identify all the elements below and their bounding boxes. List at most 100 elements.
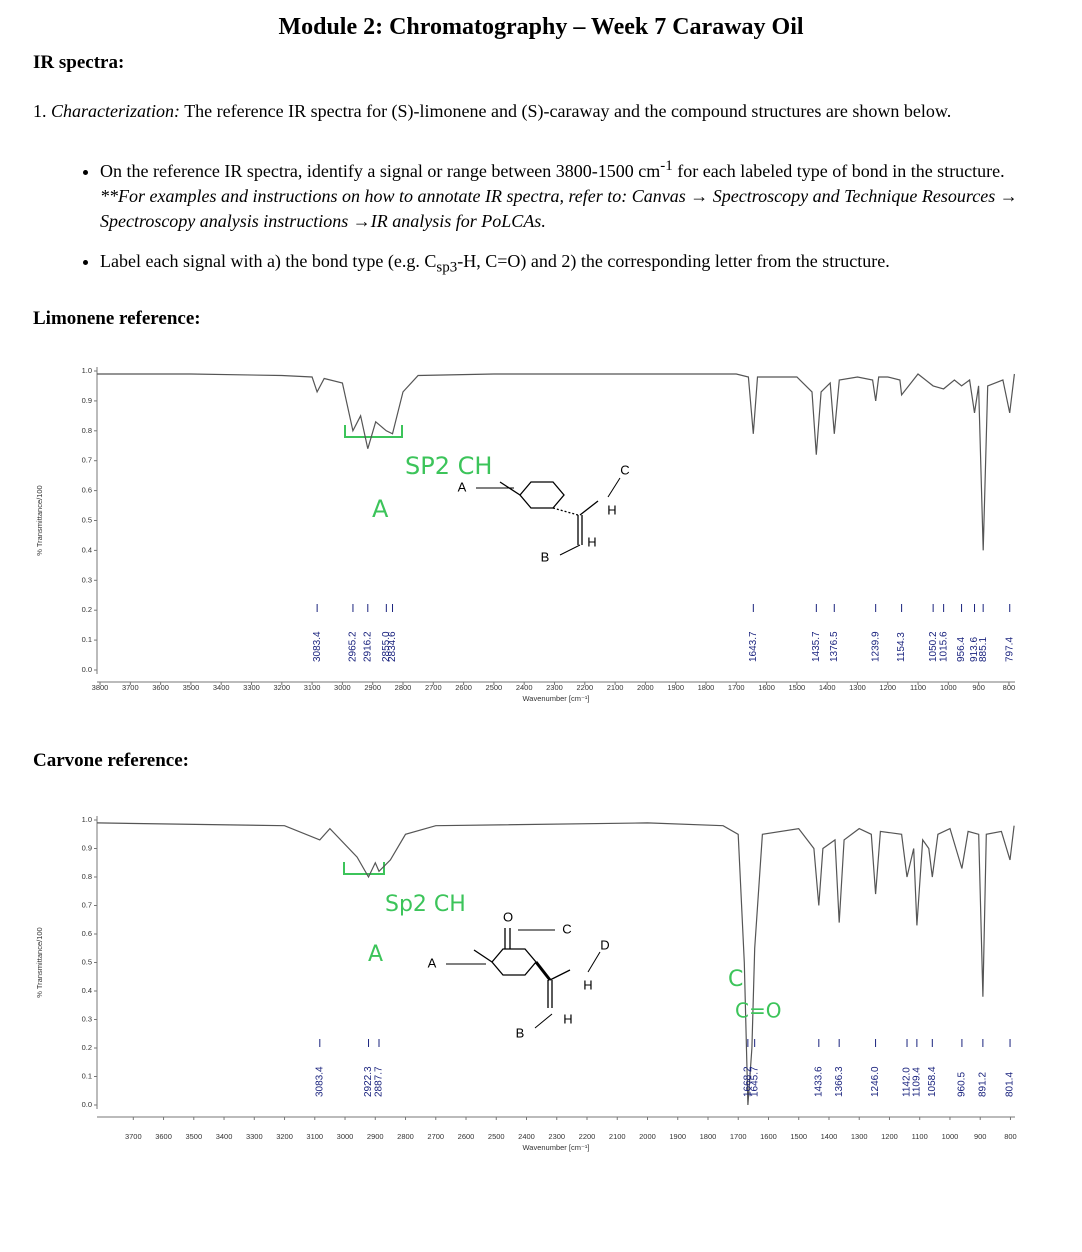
peak-label: 913.6 (969, 637, 980, 662)
y-tick-label: 0.6 (82, 486, 92, 495)
handwritten-annotation: A (372, 495, 389, 523)
peak-label: 956.4 (956, 637, 967, 662)
question: 1. Characterization: The reference IR sp… (33, 100, 1033, 123)
y-tick-label: 0.4 (82, 545, 92, 554)
bullet-sub: sp3 (436, 259, 458, 276)
peak-label: 2834.6 (387, 631, 398, 662)
handwritten-annotation: SP2 CH (405, 452, 492, 480)
handwritten-annotation: C=O (735, 999, 781, 1023)
x-tick-label: 2200 (576, 683, 593, 692)
y-tick-label: 0.9 (82, 396, 92, 405)
x-tick-label: 3600 (155, 1132, 172, 1141)
x-tick-label: 1100 (910, 683, 926, 692)
structure-label: H (583, 977, 592, 992)
bullet-note: **For examples and instructions on how t… (100, 186, 1018, 231)
handwritten-annotation: A (368, 942, 383, 967)
peak-label: 1154.3 (896, 632, 907, 662)
x-tick-label: 2500 (488, 1132, 505, 1141)
y-tick-label: 0.3 (82, 1014, 92, 1023)
title: Module 2: Chromatography – Week 7 Carawa… (278, 14, 804, 40)
spectrum-chart: 0.0 0.1 0.2 0.3 0.4 0.5 0.6 0.7 0.8 0.9 1.0 3800 370… (35, 366, 1016, 703)
spectrum-chart: 0.0 0.1 0.2 0.3 0.4 0.5 0.6 0.7 0.8 0.9 1.0 3700 360… (35, 815, 1017, 1152)
x-tick-label: 1300 (849, 683, 866, 692)
x-axis-label: Wavenumber [cm⁻¹] (522, 694, 589, 703)
x-tick-label: 2200 (579, 1132, 596, 1141)
bullet-text: -H, C=O) and 2) the corresponding letter… (457, 251, 890, 271)
x-axis-label: Wavenumber [cm⁻¹] (522, 1143, 589, 1152)
peak-label: 2855.0 (381, 631, 392, 662)
x-tick-label: 1800 (698, 683, 715, 692)
x-tick-label: 2500 (486, 683, 503, 692)
bracket (344, 425, 403, 438)
y-tick-label: 1.0 (82, 366, 92, 375)
structure-label: B (516, 1025, 525, 1040)
bullet-list: On the reference IR spectra, identify a … (60, 154, 1050, 296)
bullet-sup: -1 (660, 158, 673, 174)
peak-label: 1435.7 (811, 631, 822, 662)
x-tick-label: 3500 (183, 683, 200, 692)
peak-label: 1668.2 (742, 1066, 753, 1097)
peak-label: 797.4 (1004, 637, 1015, 662)
peak-label: 1050.2 (928, 631, 939, 662)
x-tick-label: 1600 (760, 1132, 777, 1141)
arrows (476, 477, 621, 556)
x-tick-label: 2700 (425, 683, 442, 692)
structure (473, 928, 571, 1008)
x-tick-label: 2600 (458, 1132, 475, 1141)
x-tick-label: 3500 (185, 1132, 202, 1141)
y-tick-label: 0.6 (82, 929, 92, 938)
x-tick-label: 800 (1003, 683, 1016, 692)
y-tick-label: 0.0 (82, 665, 92, 674)
section-heading: Limonene reference: (33, 308, 201, 329)
structure (499, 481, 599, 545)
peak-label: 1433.6 (813, 1066, 824, 1097)
x-tick-label: 2100 (607, 683, 624, 692)
x-tick-label: 1700 (730, 1132, 747, 1141)
peak-label: 1239.9 (870, 631, 881, 662)
x-tick-label: 3200 (273, 683, 290, 692)
x-tick-label: 2700 (427, 1132, 444, 1141)
y-tick-label: 0.8 (82, 426, 92, 435)
x-tick-label: 3000 (334, 683, 351, 692)
bullet-text: for each labeled type of bond in the str… (677, 161, 1005, 181)
spectrum-line (97, 373, 1015, 551)
q-text: The reference IR spectra for (S)-limonen… (184, 101, 952, 121)
handwritten-annotation: C (728, 967, 743, 992)
y-axis-label: % Transmittance/100 (35, 485, 44, 555)
x-tick-label: 3400 (216, 1132, 233, 1141)
structure-label: C (562, 921, 571, 936)
x-tick-label: 3300 (246, 1132, 263, 1141)
x-tick-label: 3200 (276, 1132, 293, 1141)
handwritten-annotation: Sp2 CH (385, 892, 466, 917)
peak-label: 1142.0 (902, 1067, 913, 1097)
x-tick-label: 1400 (821, 1132, 838, 1141)
peak-label: 1366.3 (834, 1066, 845, 1097)
x-tick-label: 2300 (548, 1132, 565, 1141)
peak-label: 885.1 (978, 637, 989, 662)
x-tick-label: 3600 (152, 683, 169, 692)
y-tick-label: 0.2 (82, 605, 92, 614)
structure-label: O (503, 909, 513, 924)
y-tick-label: 0.4 (82, 986, 92, 995)
structure-label: A (428, 955, 437, 970)
x-tick-label: 2300 (546, 683, 563, 692)
x-tick-label: 3000 (337, 1132, 354, 1141)
x-tick-label: 2800 (395, 683, 412, 692)
x-tick-label: 3400 (213, 683, 230, 692)
peak-label: 2916.2 (362, 631, 373, 662)
x-tick-label: 2900 (364, 683, 381, 692)
x-tick-label: 1600 (758, 683, 775, 692)
structure-label: H (607, 502, 616, 517)
peak-label: 801.4 (1005, 1072, 1016, 1097)
x-tick-label: 2600 (455, 683, 472, 692)
section-heading: Carvone reference: (33, 750, 189, 771)
structure-label: B (541, 549, 550, 564)
x-tick-label: 1500 (790, 1132, 807, 1141)
y-tick-label: 0.1 (82, 1071, 92, 1080)
peak-label: 1376.5 (829, 631, 840, 662)
x-tick-label: 2400 (516, 683, 533, 692)
y-tick-label: 0.5 (82, 957, 92, 966)
x-tick-label: 1000 (942, 1132, 959, 1141)
x-tick-label: 1800 (700, 1132, 717, 1141)
x-tick-label: 900 (974, 1132, 987, 1141)
